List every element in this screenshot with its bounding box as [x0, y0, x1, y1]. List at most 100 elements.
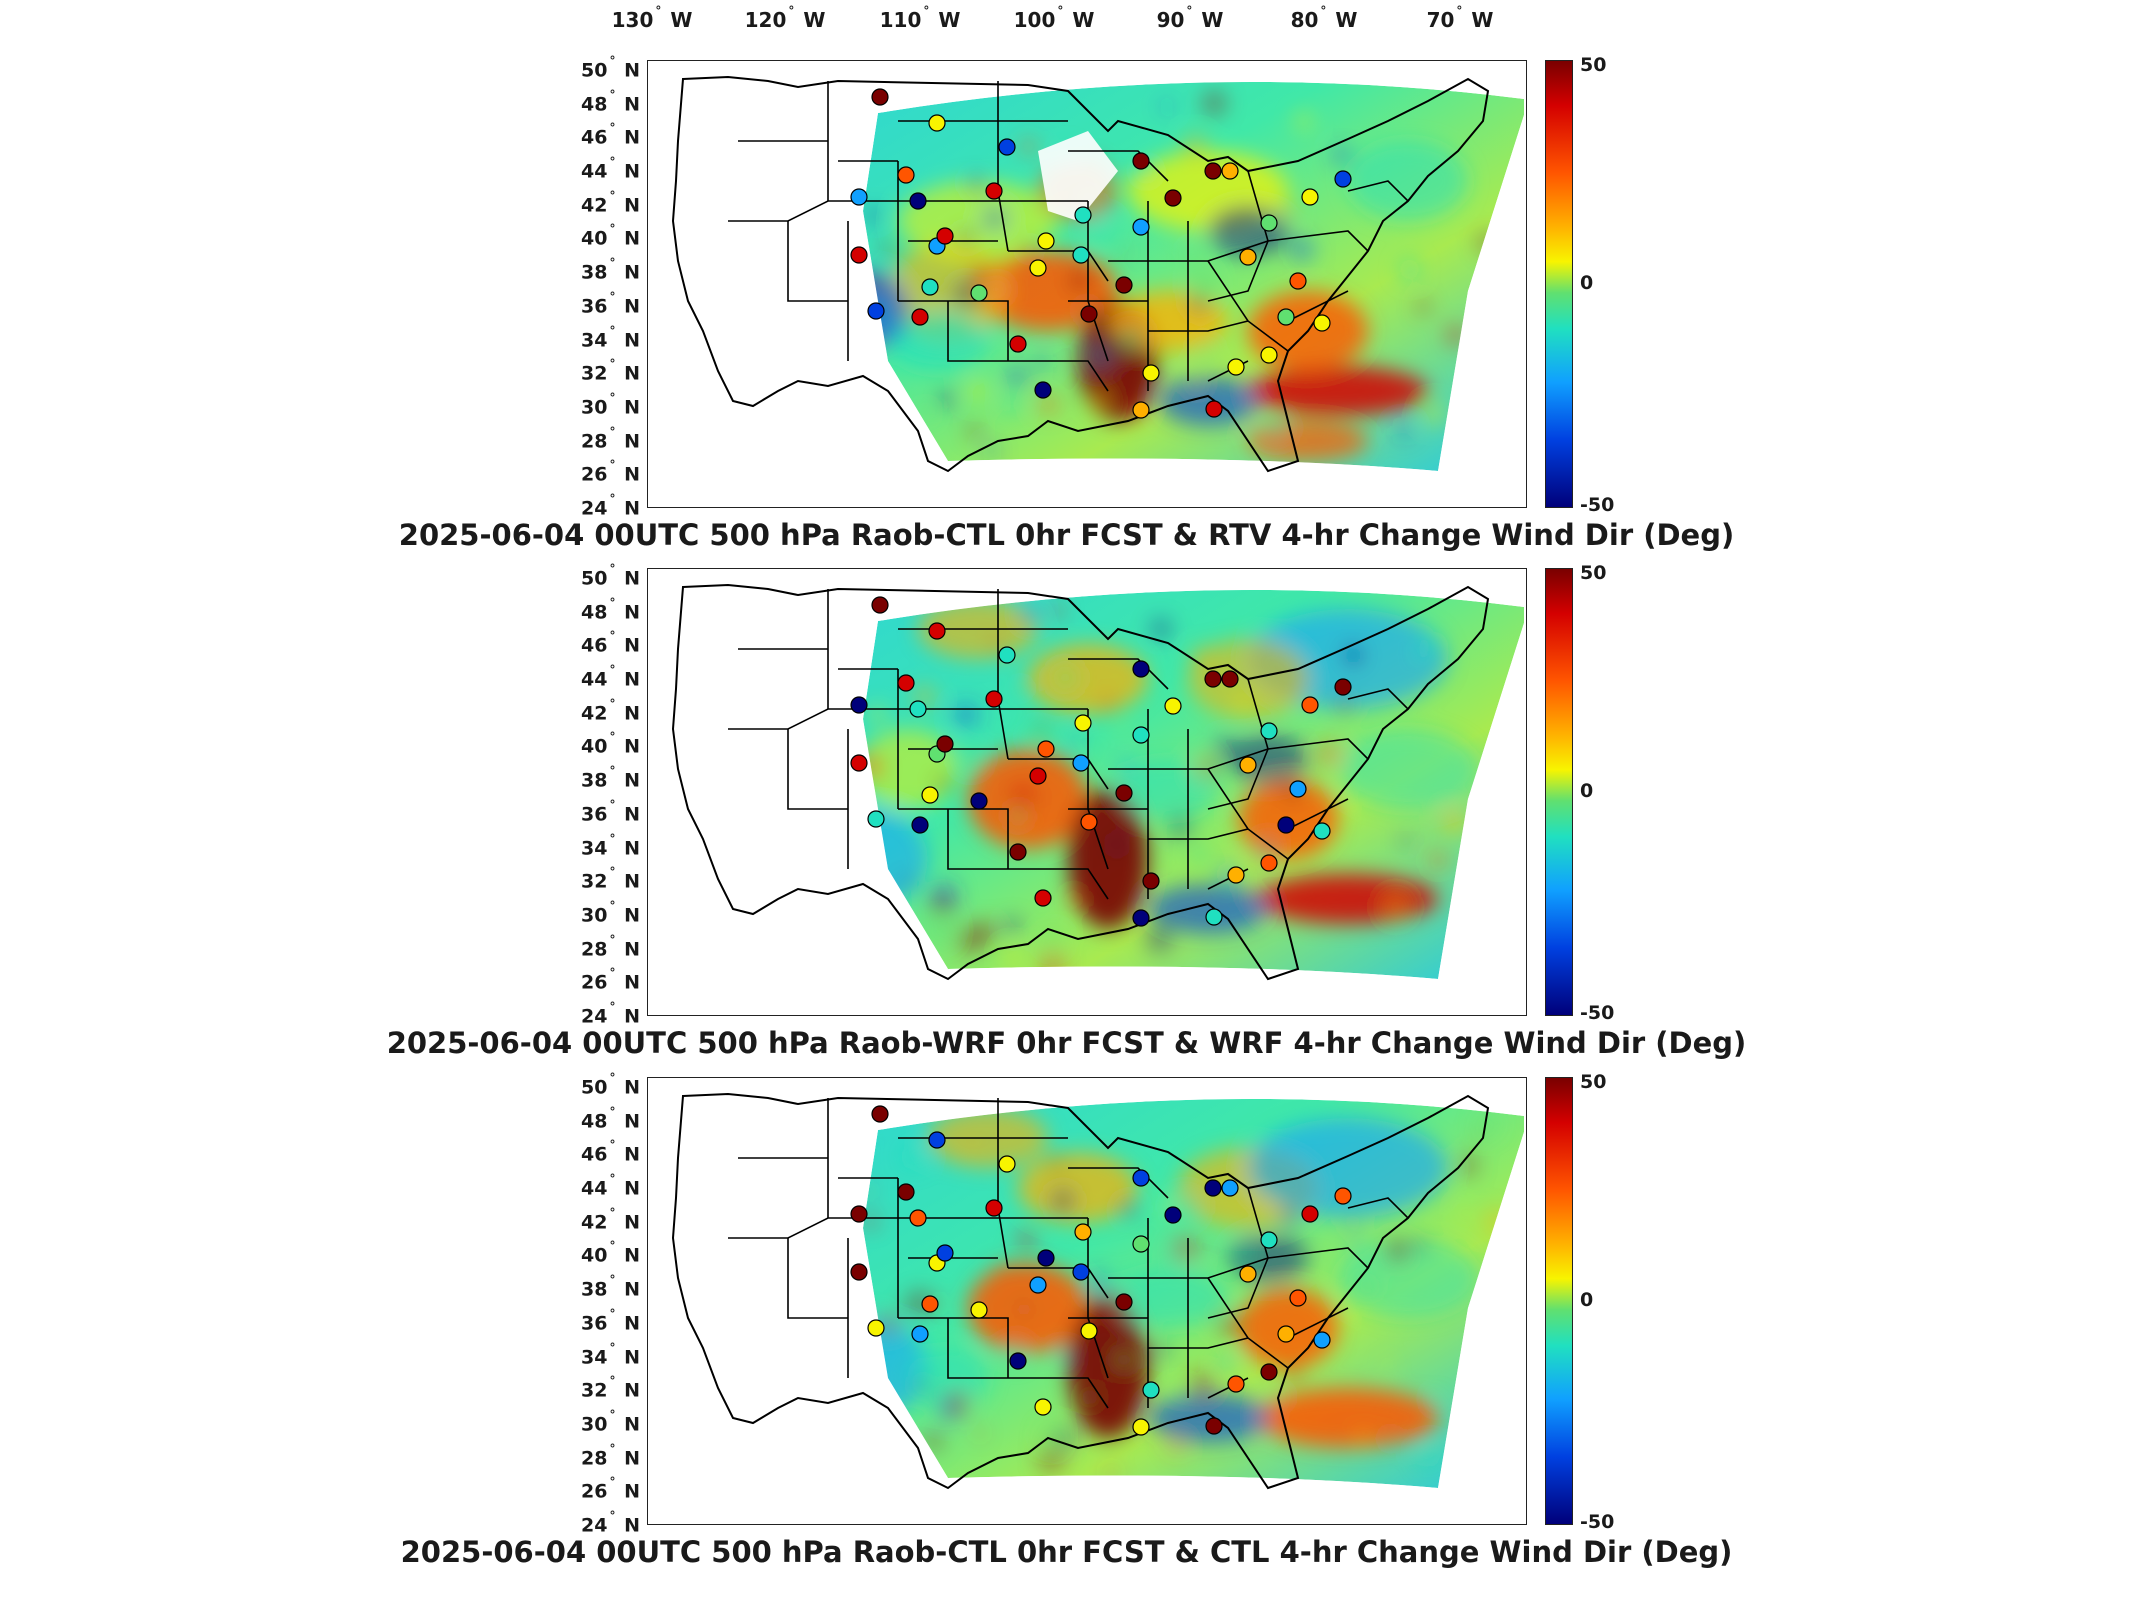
- latitude-label-36: 36 ° N: [581, 289, 640, 318]
- wind-speckle: [1191, 377, 1202, 388]
- wind-speckle: [1413, 1238, 1428, 1253]
- raob-station-marker: [1277, 816, 1295, 834]
- latitude-label-28: 28 ° N: [581, 1441, 640, 1469]
- wind-speckle: [1484, 1209, 1509, 1235]
- wind-speckle: [1265, 418, 1287, 440]
- wind-speckle: [1195, 343, 1215, 364]
- raob-station-marker: [1009, 1352, 1027, 1370]
- wind-speckle: [992, 283, 1003, 295]
- raob-station-marker: [867, 1319, 885, 1337]
- wind-speckle: [927, 917, 954, 944]
- wind-speckle: [990, 637, 1002, 649]
- wind-speckle: [1342, 644, 1365, 667]
- wind-speckle: [1041, 928, 1065, 951]
- raob-station-marker: [1142, 1381, 1160, 1399]
- raob-station-marker: [1205, 908, 1223, 926]
- wind-speckle: [1494, 383, 1506, 395]
- wind-speckle: [1416, 1444, 1442, 1469]
- wind-direction-field-map: [671, 75, 1524, 473]
- wind-speckle: [1051, 664, 1079, 692]
- raob-station-marker: [1115, 276, 1133, 294]
- wind-speckle: [1088, 390, 1112, 413]
- wind-speckle: [1099, 694, 1117, 712]
- wind-speckle: [966, 423, 982, 439]
- wind-speckle: [916, 1380, 927, 1392]
- raob-station-marker: [921, 278, 939, 296]
- raob-station-marker: [1164, 189, 1182, 207]
- raob-station-marker: [936, 735, 954, 753]
- state-border-3: [787, 221, 848, 302]
- map-plot-area: [647, 568, 1527, 1016]
- wind-change-anomaly-2: [1248, 366, 1428, 416]
- raob-station-marker: [1334, 678, 1352, 696]
- wind-speckle: [1427, 850, 1449, 871]
- latitude-label-50: 50 ° N: [581, 562, 640, 590]
- panel-title: 2025-06-04 00UTC 500 hPa Raob-CTL 0hr FC…: [398, 518, 1735, 552]
- wind-speckle: [974, 1427, 985, 1438]
- wind-change-anomaly-9: [1148, 1393, 1268, 1443]
- raob-station-marker: [1277, 308, 1295, 326]
- raob-station-marker: [850, 188, 868, 206]
- state-border-19: [1207, 1257, 1269, 1319]
- raob-station-marker: [1034, 381, 1052, 399]
- wind-speckle: [918, 405, 932, 420]
- latitude-label-46: 46 ° N: [581, 121, 640, 149]
- state-border-18: [1247, 1187, 1369, 1269]
- raob-station-marker: [1072, 754, 1090, 772]
- wind-speckle: [1188, 1371, 1215, 1397]
- wind-change-anomaly-11: [1158, 376, 1258, 426]
- raob-station-marker: [928, 114, 946, 132]
- state-border-3: [787, 1238, 848, 1319]
- state-border-26: [1148, 1337, 1249, 1349]
- raob-station-marker: [871, 1105, 889, 1123]
- wind-speckle: [1050, 1188, 1075, 1213]
- longitude-label-120: 120 ° W: [744, 4, 826, 32]
- raob-station-marker: [936, 1244, 954, 1262]
- latitude-label-44: 44 ° N: [581, 663, 640, 691]
- raob-station-markers: [850, 1105, 1352, 1436]
- latitude-label-28: 28 ° N: [581, 424, 640, 452]
- raob-station-marker: [1277, 1325, 1295, 1343]
- wind-speckle: [1185, 246, 1201, 262]
- raob-station-marker: [897, 166, 915, 184]
- raob-station-marker: [1227, 1375, 1245, 1393]
- raob-station-marker: [1334, 1187, 1352, 1205]
- raob-station-marker: [1301, 1205, 1319, 1223]
- wind-speckle: [1336, 697, 1353, 714]
- latitude-label-38: 38 ° N: [581, 256, 640, 284]
- wind-speckle: [1021, 605, 1040, 624]
- wind-speckle: [1260, 839, 1276, 855]
- state-border-3: [787, 729, 848, 810]
- latitude-label-26: 26 ° N: [581, 458, 640, 486]
- panel-title: 2025-06-04 00UTC 500 hPa Raob-WRF 0hr FC…: [386, 1026, 1747, 1060]
- latitude-label-42: 42 ° N: [581, 696, 640, 725]
- raob-station-marker: [1227, 358, 1245, 376]
- raob-station-marker: [850, 1263, 868, 1281]
- wind-speckle: [1277, 199, 1297, 219]
- state-border-19: [1207, 240, 1269, 302]
- wind-speckle: [945, 1391, 970, 1416]
- wind-speckle: [1171, 1386, 1185, 1401]
- wind-speckle: [866, 207, 883, 224]
- colorbar-tick-max: 50: [1580, 54, 1607, 76]
- wind-speckle: [1141, 166, 1151, 176]
- state-border-24: [947, 809, 1008, 870]
- wind-speckle: [1433, 1394, 1443, 1404]
- wind-speckle: [1267, 798, 1278, 809]
- latitude-label-48: 48 ° N: [581, 1104, 640, 1133]
- raob-station-marker: [1072, 246, 1090, 264]
- raob-station-marker: [1313, 314, 1331, 332]
- raob-station-marker: [911, 816, 929, 834]
- state-border-17: [1068, 1167, 1169, 1199]
- raob-station-marker: [1260, 854, 1278, 872]
- latitude-label-34: 34 ° N: [581, 323, 640, 351]
- wind-change-anomaly-4: [1028, 644, 1148, 714]
- latitude-label-24: 24 ° N: [581, 1000, 640, 1028]
- raob-station-marker: [1037, 1249, 1055, 1267]
- raob-station-marker: [1115, 1293, 1133, 1311]
- wind-speckle: [1279, 1207, 1300, 1229]
- raob-station-markers: [850, 88, 1352, 419]
- us-coastline: [671, 583, 1490, 981]
- raob-station-marker: [850, 754, 868, 772]
- wind-change-anomaly-2: [1258, 1388, 1438, 1448]
